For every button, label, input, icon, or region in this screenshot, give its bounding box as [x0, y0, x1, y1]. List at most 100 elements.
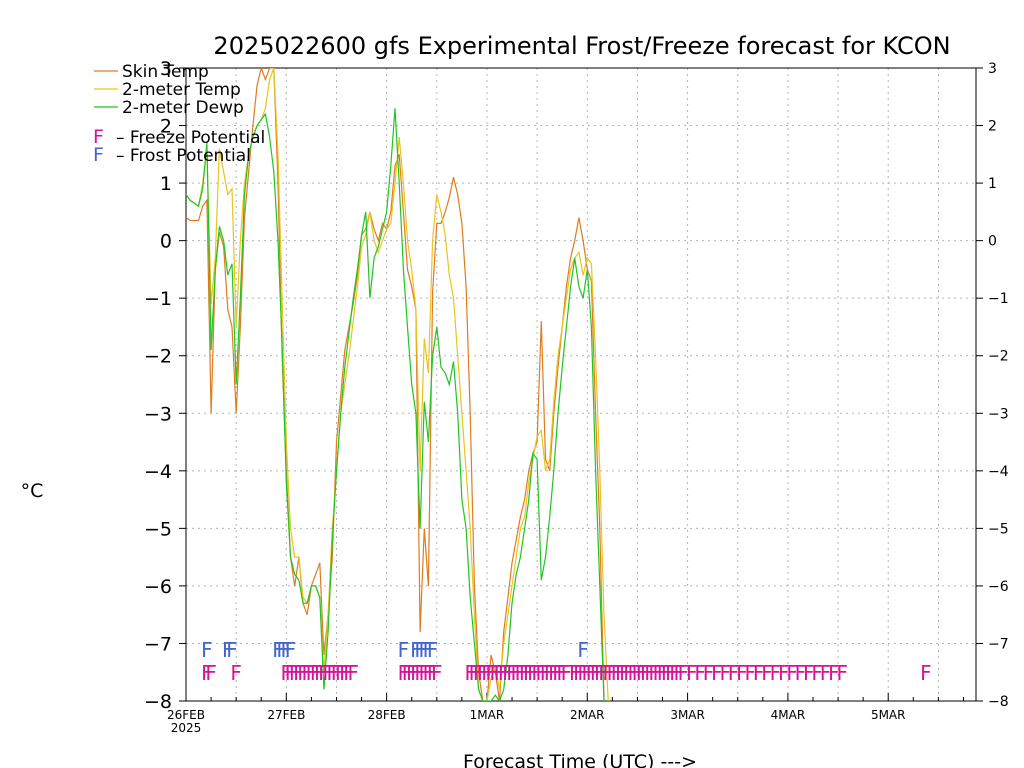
freeze-potential-marker: F	[586, 661, 598, 685]
legend-label: Skin Temp	[122, 62, 209, 82]
freeze-potential-marker: F	[623, 661, 635, 685]
freeze-potential-marker: F	[310, 661, 322, 685]
freeze-potential-marker: F	[561, 661, 573, 685]
freeze-potential-marker: F	[301, 661, 313, 685]
freeze-potential-marker: F	[490, 661, 502, 685]
frost-potential-marker: F	[418, 638, 430, 662]
freeze-potential-marker: F	[343, 661, 355, 685]
legend-marker-label: – Frost Potential	[116, 146, 251, 166]
freeze-potential-marker: F	[836, 661, 848, 685]
y-tick-label-right: 1	[988, 176, 997, 192]
freeze-potential-marker: F	[314, 661, 326, 685]
freeze-potential-marker: F	[753, 661, 765, 685]
freeze-potential-marker: F	[423, 661, 435, 685]
freeze-potential-marker: F	[786, 661, 798, 685]
freeze-potential-marker: F	[201, 661, 213, 685]
freeze-potential-marker: F	[515, 661, 527, 685]
frost-potential-marker: F	[410, 638, 422, 662]
x-tick-label: 28FEB	[368, 708, 406, 722]
freeze-potential-marker: F	[347, 661, 359, 685]
freeze-potential-marker: F	[657, 661, 669, 685]
freeze-potential-marker: F	[485, 661, 497, 685]
freeze-potential-marker: F	[719, 661, 731, 685]
freeze-potential-marker: F	[632, 661, 644, 685]
y-tick-label-right: −7	[988, 636, 1009, 652]
legend-marker-letter: F	[93, 126, 104, 148]
series-layer	[186, 68, 609, 701]
freeze-potential-marker: F	[281, 661, 293, 685]
plot-frame	[185, 67, 977, 702]
frost-potential-marker: F	[414, 638, 426, 662]
frost-potential-marker: F	[398, 638, 410, 662]
freeze-potential-marker: F	[502, 661, 514, 685]
freeze-potential-marker: F	[306, 661, 318, 685]
freeze-potential-marker: F	[582, 661, 594, 685]
y-tick-label-right: −6	[988, 579, 1009, 595]
freeze-potential-marker: F	[728, 661, 740, 685]
freeze-potential-marker: F	[322, 661, 334, 685]
x-tick-label: 4MAR	[771, 708, 806, 722]
freeze-potential-marker: F	[611, 661, 623, 685]
freeze-potential-marker: F	[577, 661, 589, 685]
y-tick-label-left: −6	[144, 576, 172, 598]
freeze-potential-marker: F	[473, 661, 485, 685]
freeze-potential-marker: F	[536, 661, 548, 685]
y-tick-label-right: 3	[988, 61, 997, 77]
freeze-potential-marker: F	[510, 661, 522, 685]
frost-potential-marker: F	[226, 638, 238, 662]
y-tick-label-right: −2	[988, 349, 1009, 365]
y-tick-label-left: 3	[160, 58, 172, 80]
freeze-potential-marker: F	[464, 661, 476, 685]
freeze-potential-marker: F	[569, 661, 581, 685]
frost-potential-marker: F	[427, 638, 439, 662]
y-tick-label-left: −8	[144, 691, 172, 713]
freeze-potential-marker: F	[519, 661, 531, 685]
freeze-potential-marker: F	[590, 661, 602, 685]
freeze-potential-marker: F	[619, 661, 631, 685]
y-tick-label-left: 2	[160, 116, 172, 138]
freeze-potential-marker: F	[648, 661, 660, 685]
freeze-potential-marker: F	[498, 661, 510, 685]
frost-potential-marker: F	[276, 638, 288, 662]
freeze-potential-marker: F	[523, 661, 535, 685]
freeze-potential-marker: F	[506, 661, 518, 685]
freeze-potential-marker: F	[598, 661, 610, 685]
freeze-potential-marker: F	[594, 661, 606, 685]
freeze-potential-marker: F	[640, 661, 652, 685]
freeze-potential-marker: F	[327, 661, 339, 685]
freeze-potential-marker: F	[627, 661, 639, 685]
freeze-potential-marker: F	[703, 661, 715, 685]
y-tick-label-right: −1	[988, 291, 1009, 307]
x-tick-label: 3MAR	[670, 708, 705, 722]
freeze-potential-marker: F	[540, 661, 552, 685]
freeze-potential-marker: F	[427, 661, 439, 685]
freeze-potential-marker: F	[431, 661, 443, 685]
y-tick-label-left: −2	[144, 346, 172, 368]
frost-potential-marker: F	[423, 638, 435, 662]
freeze-potential-marker: F	[205, 661, 217, 685]
freeze-potential-marker: F	[398, 661, 410, 685]
freeze-potential-marker: F	[289, 661, 301, 685]
frost-potential-marker: F	[272, 638, 284, 662]
freeze-potential-marker: F	[673, 661, 685, 685]
x-tick-label: 27FEB	[267, 708, 305, 722]
freeze-potential-marker: F	[494, 661, 506, 685]
frost-potential-marker: F	[577, 638, 589, 662]
y-tick-label-right: −3	[988, 406, 1009, 422]
freeze-potential-marker: F	[573, 661, 585, 685]
chart-title: 2025022600 gfs Experimental Frost/Freeze…	[213, 32, 950, 60]
freeze-potential-marker: F	[406, 661, 418, 685]
series-line-2-meter-dewp	[186, 108, 605, 701]
freeze-potential-marker: F	[527, 661, 539, 685]
freeze-potential-marker: F	[665, 661, 677, 685]
freeze-potential-marker: F	[615, 661, 627, 685]
freeze-potential-marker: F	[678, 661, 690, 685]
freeze-potential-marker: F	[669, 661, 681, 685]
frost-potential-marker: F	[281, 638, 293, 662]
freeze-potential-marker: F	[318, 661, 330, 685]
y-tick-label-right: 2	[988, 119, 997, 135]
y-tick-label-left: 0	[160, 231, 172, 253]
freeze-potential-marker: F	[920, 661, 932, 685]
